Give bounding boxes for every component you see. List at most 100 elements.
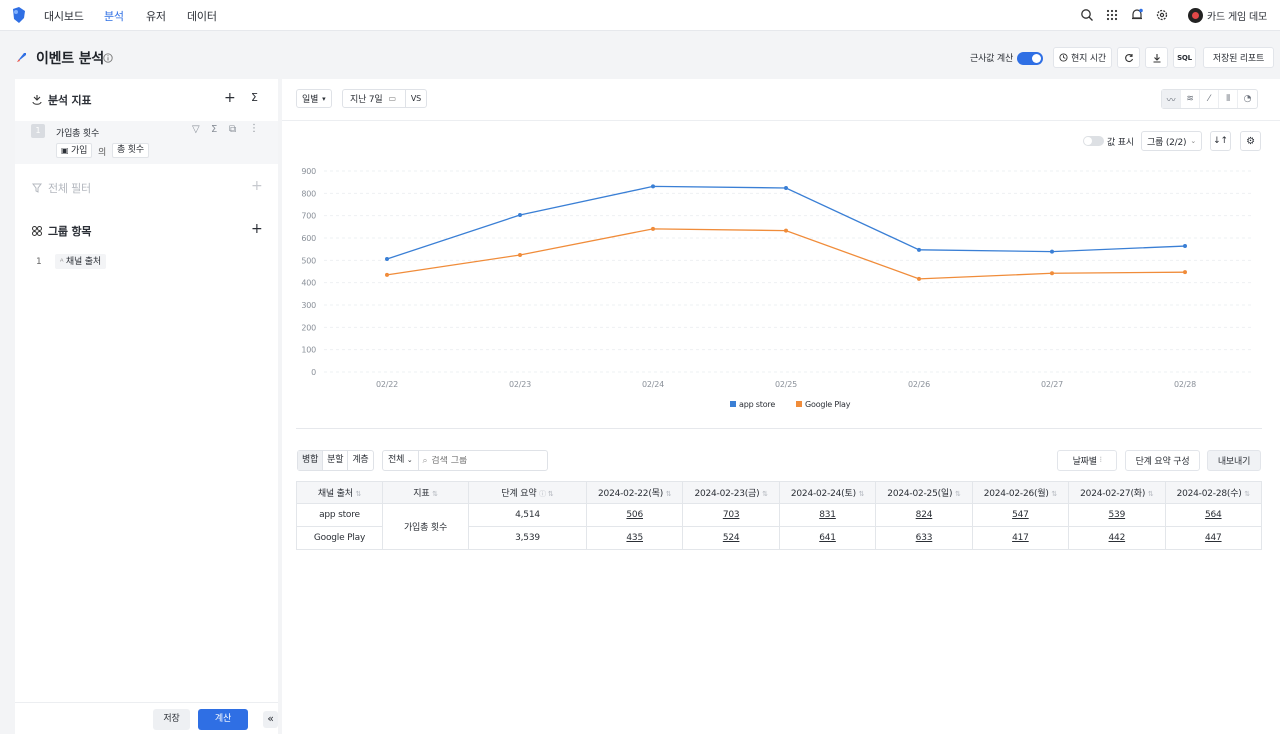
date-range-picker[interactable]: 지난 7일 ▭ VS [342, 89, 427, 108]
col-header-date[interactable]: 2024-02-22(목) ⇅ [585, 481, 684, 504]
sort-button[interactable]: ↓↑ [1210, 131, 1231, 151]
cell-channel: app store [296, 503, 383, 527]
nav-analysis[interactable]: 분석 [104, 10, 124, 23]
chart-settings-button[interactable]: ⚙ [1240, 131, 1261, 151]
more-icon[interactable]: ⋮ [249, 123, 259, 134]
col-header-date[interactable]: 2024-02-28(수) ⇅ [1164, 481, 1263, 504]
bar-chart-icon[interactable]: ⫴ [1219, 90, 1238, 108]
of-label: 의 [98, 148, 107, 158]
col-label: 단계 요약 [501, 489, 537, 499]
cell-value[interactable]: 442 [1068, 526, 1166, 550]
metric-name[interactable]: 가입총 횟수 [56, 129, 100, 139]
search-icon[interactable] [1080, 8, 1094, 22]
table-row: Google Play 3,539 435 524 641 633 417 44… [296, 526, 1263, 550]
cell-value[interactable]: 824 [875, 503, 973, 527]
stacked-chart-icon[interactable]: ≋ [1181, 90, 1200, 108]
saved-reports-button[interactable]: 저장된 리포트 [1203, 47, 1274, 68]
col-header-date[interactable]: 2024-02-24(토) ⇅ [778, 481, 877, 504]
cell-value[interactable]: 633 [875, 526, 973, 550]
group-search-input[interactable] [431, 455, 542, 466]
sql-button[interactable]: SQL [1173, 47, 1196, 68]
download-button[interactable] [1145, 47, 1168, 68]
app-logo-icon[interactable] [10, 6, 27, 24]
y-tick-label: 0 [311, 368, 316, 377]
col-header-channel[interactable]: 채널 출처 ⇅ [296, 481, 383, 504]
event-icon: ▣ [61, 146, 69, 155]
info-icon[interactable] [103, 53, 113, 63]
user-profile[interactable]: 카드 게임 데모 [1188, 6, 1267, 24]
cell-value[interactable]: 703 [682, 503, 780, 527]
nav-users[interactable]: 유저 [146, 10, 166, 23]
save-button[interactable]: 저장 [153, 709, 190, 730]
line-chart-icon[interactable]: 〰 [1162, 90, 1181, 108]
legend-label: Google Play [805, 400, 851, 409]
cell-value[interactable]: 831 [778, 503, 877, 527]
cell-value[interactable]: 564 [1164, 503, 1263, 527]
settings-gear-icon[interactable] [1155, 8, 1169, 22]
group-icon [32, 226, 42, 236]
col-header-date[interactable]: 2024-02-27(화) ⇅ [1068, 481, 1166, 504]
col-header-date[interactable]: 2024-02-25(일) ⇅ [875, 481, 973, 504]
chevron-down-icon: ⌄ [1190, 137, 1196, 145]
tab-merge[interactable]: 병합 [298, 451, 323, 470]
export-button[interactable]: 내보내기 [1207, 450, 1261, 471]
group-select[interactable]: 그룹 (2/2) ⌄ [1141, 131, 1202, 151]
page-header: 이벤트 분석 [0, 31, 1280, 79]
user-name: 카드 게임 데모 [1207, 11, 1267, 23]
summary-config-button[interactable]: 단계 요약 구성 [1125, 450, 1200, 471]
cell-value[interactable]: 435 [585, 526, 684, 550]
col-header-metric[interactable]: 지표 ⇅ [382, 481, 469, 504]
collapse-panel-button[interactable]: « [263, 711, 278, 728]
chart-settings-icon: ⚙ [1246, 135, 1255, 147]
tab-hierarchy[interactable]: 계층 [347, 451, 372, 470]
pie-chart-icon[interactable]: ◔ [1243, 94, 1252, 104]
local-time-button[interactable]: 현지 시간 [1053, 47, 1112, 68]
add-metric-button[interactable]: + [224, 90, 236, 106]
compare-vs-button[interactable]: VS [404, 90, 426, 107]
calculate-button[interactable]: 계산 [198, 709, 248, 730]
cell-value[interactable]: 447 [1164, 526, 1263, 550]
data-point [651, 226, 655, 231]
metric-item[interactable]: 1 가입총 횟수 ▽ Σ ⧉ ⋮ ▣ 가입 의 총 횟수 [15, 121, 278, 164]
filter-icon[interactable]: ▽ [192, 124, 200, 135]
approx-calc-toggle[interactable] [1017, 52, 1043, 65]
data-point [385, 256, 389, 261]
col-label: 채널 출처 [317, 489, 353, 499]
add-group-button[interactable]: + [251, 221, 263, 237]
cell-value[interactable]: 641 [778, 526, 877, 550]
show-values-label: 값 표시 [1107, 138, 1134, 148]
group-chip-channel[interactable]: ᴬ 채널 출처 [55, 254, 106, 269]
col-header-date[interactable]: 2024-02-26(월) ⇅ [971, 481, 1070, 504]
copy-icon[interactable]: ⧉ [229, 124, 236, 135]
x-tick-label: 02/27 [1041, 380, 1063, 389]
cell-value[interactable]: 506 [585, 503, 684, 527]
show-values-toggle[interactable] [1083, 136, 1104, 146]
nav-dashboard[interactable]: 대시보드 [44, 10, 84, 23]
cell-value[interactable]: 539 [1068, 503, 1166, 527]
by-date-button[interactable]: 날짜별 ⫶ [1057, 450, 1117, 471]
y-tick-label: 300 [301, 301, 316, 310]
chevron-down-icon: ⌄ [406, 456, 413, 464]
cell-value[interactable]: 417 [971, 526, 1070, 550]
event-chip[interactable]: ▣ 가입 [56, 143, 93, 158]
measure-chip[interactable]: 총 횟수 [112, 143, 149, 158]
group-filter-select[interactable]: 전체 ⌄ [383, 451, 419, 470]
col-header-summary[interactable]: 단계 요약 ⓘ ⇅ [468, 481, 587, 504]
series-line [386, 185, 1186, 260]
granularity-select[interactable]: 일별 ▾ [296, 89, 332, 108]
cell-summary: 3,539 [468, 526, 587, 550]
add-filter-button[interactable]: + [251, 178, 263, 194]
sigma-icon[interactable]: Σ [211, 124, 218, 135]
apps-grid-icon[interactable] [1105, 8, 1119, 22]
cell-value[interactable]: 547 [971, 503, 1070, 527]
col-label: 2024-02-28(수) [1176, 489, 1242, 499]
cell-value[interactable]: 524 [682, 526, 780, 550]
col-header-date[interactable]: 2024-02-23(금) ⇅ [682, 481, 780, 504]
bell-icon[interactable] [1130, 8, 1144, 22]
formula-button[interactable]: Σ [251, 91, 258, 104]
refresh-button[interactable] [1117, 47, 1140, 68]
tab-split[interactable]: 분할 [322, 451, 347, 470]
col-label: 2024-02-23(금) [694, 489, 760, 499]
area-chart-icon[interactable]: ⁄ [1200, 90, 1219, 108]
nav-data[interactable]: 데이터 [187, 10, 217, 23]
